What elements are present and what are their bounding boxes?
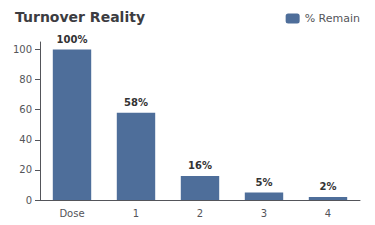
svg-text:80: 80 [19, 74, 32, 85]
svg-text:3: 3 [261, 208, 267, 219]
svg-text:100%: 100% [57, 34, 88, 45]
svg-text:16%: 16% [188, 160, 212, 171]
svg-text:40: 40 [19, 134, 32, 145]
svg-text:5%: 5% [256, 177, 273, 188]
svg-text:60: 60 [19, 104, 32, 115]
svg-text:2: 2 [197, 208, 203, 219]
svg-text:% Remain: % Remain [305, 12, 360, 25]
svg-text:58%: 58% [124, 97, 148, 108]
svg-text:0: 0 [26, 195, 32, 206]
svg-text:1: 1 [133, 208, 139, 219]
svg-text:Turnover Reality: Turnover Reality [15, 9, 145, 25]
svg-text:100: 100 [13, 44, 32, 55]
svg-text:20: 20 [19, 164, 32, 175]
svg-text:2%: 2% [320, 181, 337, 192]
svg-text:Dose: Dose [59, 208, 84, 219]
svg-text:4: 4 [325, 208, 331, 219]
